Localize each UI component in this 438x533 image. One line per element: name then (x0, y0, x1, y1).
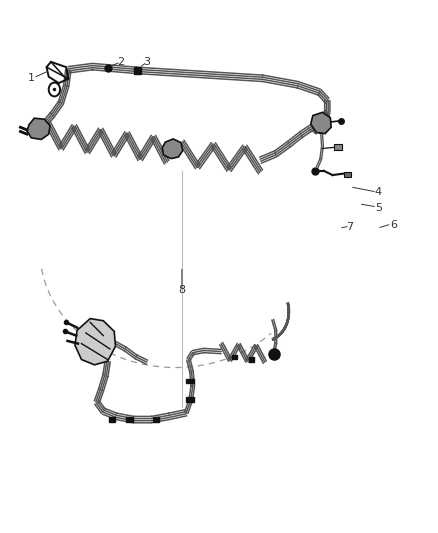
Bar (127, 417, 133, 422)
Text: 8: 8 (178, 286, 185, 295)
Bar (344, 172, 351, 177)
Bar (232, 355, 237, 359)
Text: 5: 5 (375, 203, 382, 213)
Polygon shape (27, 118, 50, 140)
Text: 4: 4 (375, 187, 382, 197)
Polygon shape (311, 112, 331, 134)
Bar (186, 397, 194, 401)
Polygon shape (162, 139, 183, 159)
Text: 2: 2 (117, 57, 124, 67)
Bar (334, 144, 342, 150)
Bar (249, 358, 254, 362)
Bar (186, 378, 194, 383)
Polygon shape (75, 319, 116, 365)
Text: 1: 1 (28, 73, 35, 83)
Text: 6: 6 (390, 220, 397, 230)
Bar (134, 67, 141, 74)
Text: 3: 3 (144, 57, 151, 67)
Text: 7: 7 (346, 222, 353, 232)
Bar (109, 417, 115, 422)
Bar (152, 417, 159, 422)
